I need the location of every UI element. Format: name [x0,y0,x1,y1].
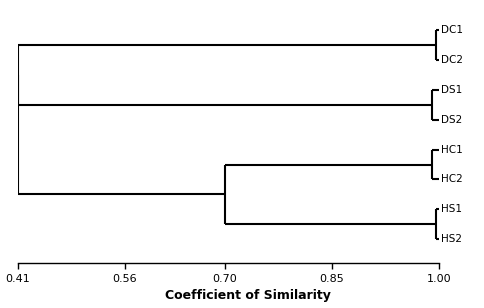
Text: HS2: HS2 [440,234,462,245]
Text: HS1: HS1 [440,205,462,214]
Text: DS1: DS1 [440,84,462,95]
Text: DC2: DC2 [440,55,463,65]
Text: HC1: HC1 [440,144,462,155]
X-axis label: Coefficient of Similarity: Coefficient of Similarity [165,290,331,302]
Text: HC2: HC2 [440,175,462,184]
Text: DS2: DS2 [440,115,462,124]
Text: DC1: DC1 [440,25,463,34]
